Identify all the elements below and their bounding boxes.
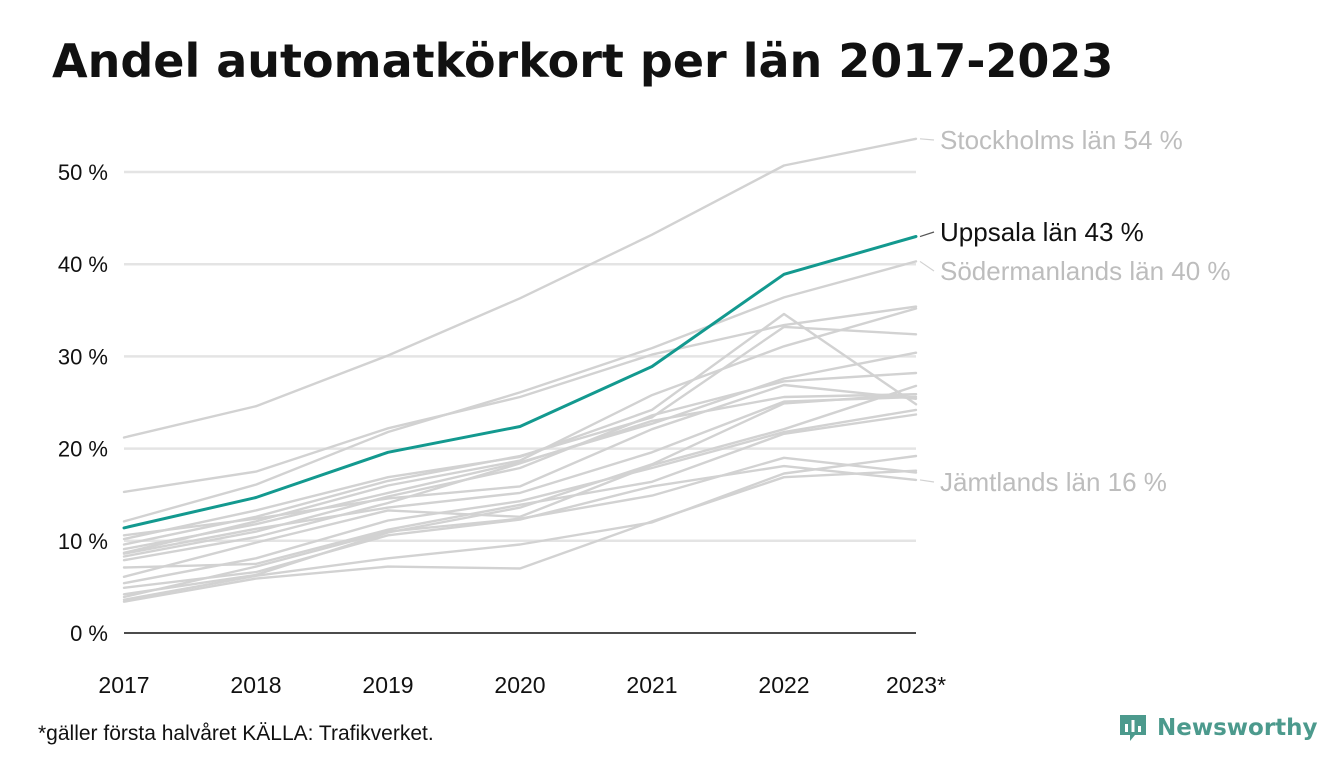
y-tick-label: 0 % [70,621,108,646]
label-leader-line [919,260,935,272]
x-tick-label: 2018 [230,672,281,698]
series-end-label: Stockholms län 54 % [940,125,1183,155]
y-tick-label: 10 % [58,529,108,554]
y-tick-label: 50 % [58,160,108,185]
series-line [122,393,918,596]
label-leader-line [919,138,935,141]
x-tick-label: 2021 [626,672,677,698]
footnote: *gäller första halvåret KÄLLA: Trafikver… [38,722,434,745]
series-line [122,383,918,537]
axes: 0 % 10 % 20 % 30 % 40 % 50 % 2017 2018 2019 2020 2… [58,160,946,698]
context-series [122,137,918,603]
chart-title: Andel automatkörkort per län 2017-2023 [52,34,1114,88]
brand[interactable]: Newsworthy [1118,713,1318,743]
label-leader-line [919,479,935,483]
x-tick-label: 2022 [758,672,809,698]
series-line [122,137,918,439]
series-line [122,325,918,546]
series-end-label: Uppsala län 43 % [940,217,1144,247]
y-tick-label: 30 % [58,344,108,369]
y-tick-label: 20 % [58,437,108,462]
series-line [122,371,918,558]
newsworthy-logo-icon [1120,715,1146,741]
gridlines [124,170,916,543]
series-line [122,413,918,569]
series-line [122,393,918,562]
series-labels: Stockholms län 54 % Uppsala län 43 % Söder… [919,125,1231,497]
brand-name: Newsworthy [1157,715,1318,741]
series-line-highlight [122,235,918,530]
x-tick-label: 2019 [362,672,413,698]
series-line [122,469,918,603]
series-end-label: Jämtlands län 16 % [940,467,1167,497]
y-tick-label: 40 % [58,252,108,277]
series-line [122,456,918,599]
series-line [122,305,918,494]
series-line [122,384,918,578]
x-tick-label: 2017 [98,672,149,698]
series-line [122,260,918,523]
series-line [122,307,918,554]
label-leader-line [919,231,935,238]
highlight-series [122,235,918,530]
series-line [122,408,918,585]
series-line [122,395,918,555]
x-tick-label: 2020 [494,672,545,698]
series-end-label: Södermanlands län 40 % [940,256,1231,286]
x-tick-label: 2023* [886,672,946,698]
